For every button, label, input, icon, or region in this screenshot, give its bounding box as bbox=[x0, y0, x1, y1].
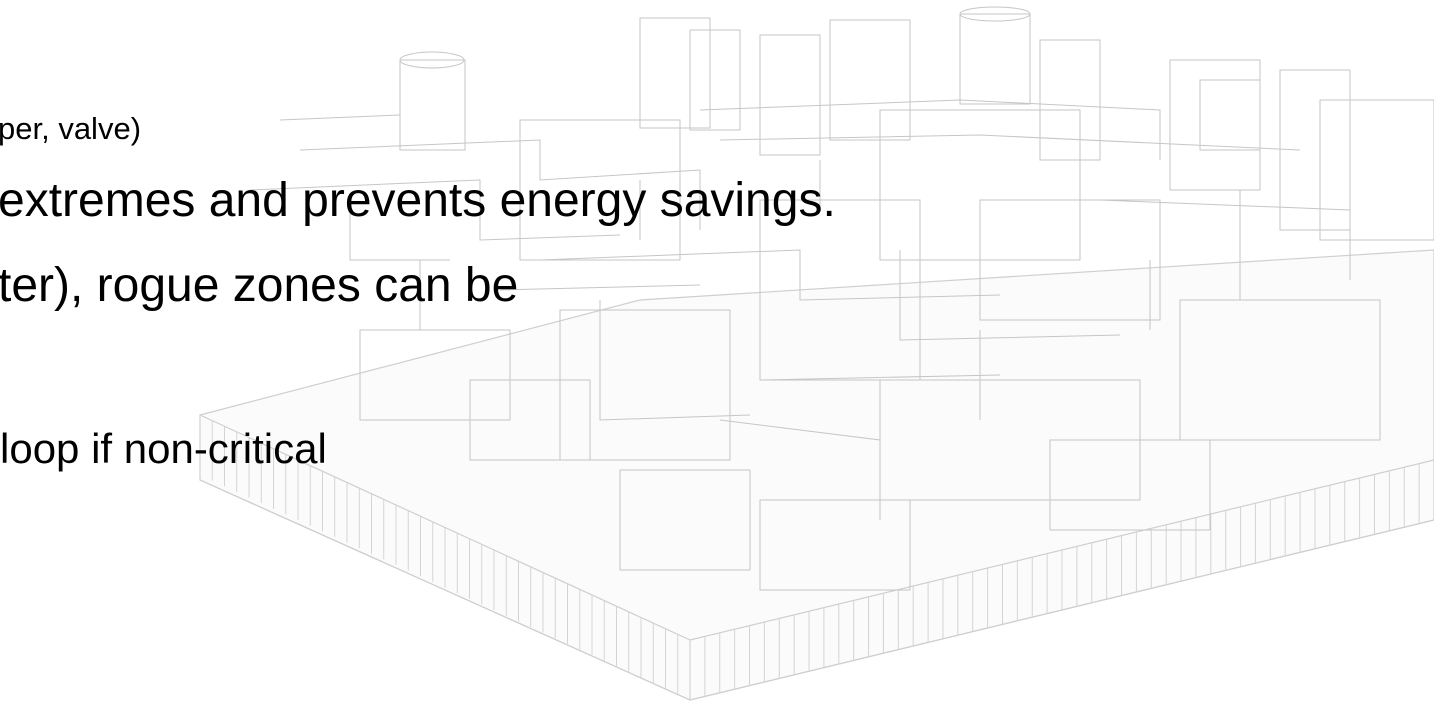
slide-text-line-4: loop if non-critical bbox=[0, 425, 327, 472]
slide-text-line-3: ter), rogue zones can be bbox=[0, 259, 519, 312]
slide-text-line-2: extremes and prevents energy savings. bbox=[0, 174, 836, 227]
slide-text-line-1: per, valve) bbox=[0, 111, 142, 146]
